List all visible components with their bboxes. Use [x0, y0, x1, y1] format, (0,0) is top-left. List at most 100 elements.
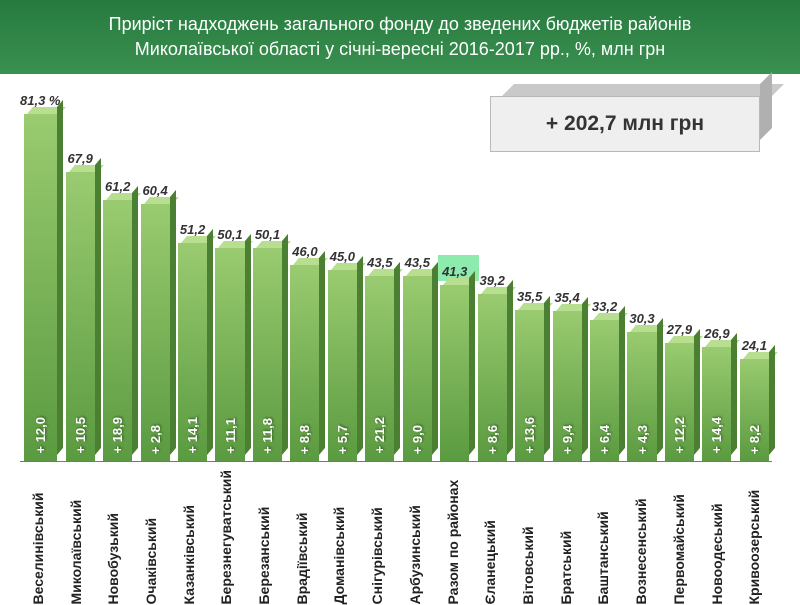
bar-value-label: + 6,4 — [597, 425, 612, 454]
x-label-text: Казанківський — [181, 470, 197, 605]
bar-3d: + 11,8 — [250, 248, 285, 462]
bar-front: + 10,5 — [66, 172, 95, 462]
bar-front: + 6,4 — [590, 320, 619, 462]
bar-front: + 12,2 — [665, 343, 694, 462]
bar-3d: + 14,4 — [699, 347, 734, 462]
x-label: Веселинівський — [20, 464, 56, 605]
title-line-2: Миколаївської області у січні-вересні 20… — [135, 39, 665, 59]
x-label-text: Миколаївський — [68, 470, 84, 605]
x-label-text: Баштанський — [595, 470, 611, 605]
bar-top-label: 60,4 — [142, 183, 167, 198]
bar-3d — [437, 285, 472, 462]
bar-top-label: 61,2 — [105, 179, 130, 194]
bar-front: + 11,1 — [215, 248, 244, 462]
bar-top-label: 27,9 — [667, 322, 692, 337]
bar-3: 60,4+ 2,8 — [137, 84, 172, 462]
x-label-text: Братський — [558, 470, 574, 605]
bar-value-label: + 8,6 — [485, 425, 500, 454]
x-label-text: Новобузький — [105, 470, 121, 605]
bar-value-label: + 13,6 — [522, 417, 537, 454]
x-label-text: Вознесенський — [633, 470, 649, 605]
bar-3d: + 4,3 — [624, 332, 659, 462]
x-label: Вознесенський — [623, 464, 659, 605]
bar-7: 46,0+ 8,8 — [287, 84, 322, 462]
bar-10: 43,5 + 9,0 — [400, 84, 435, 462]
bar-3d: + 12,2 — [662, 343, 697, 462]
bar-1: 67,9 + 10,5 — [62, 84, 97, 462]
bar-front: + 18,9 — [103, 200, 132, 462]
bar-3d: + 13,6 — [512, 310, 547, 462]
x-label: Єланецький — [472, 464, 508, 605]
x-label-text: Врадіївський — [294, 470, 310, 605]
bar-value-label: + 11,1 — [223, 418, 238, 454]
bar-value-label: + 4,3 — [635, 425, 650, 454]
bar-3d: + 21,2 — [362, 276, 397, 462]
bar-front: + 11,8 — [253, 248, 282, 462]
bar-front: + 14,4 — [702, 347, 731, 462]
x-label: Братський — [548, 464, 584, 605]
bar-4: 51,2 + 14,1 — [175, 84, 210, 462]
bar-front: + 13,6 — [515, 310, 544, 462]
bar-19: 24,1 + 8,2 — [737, 84, 772, 462]
bar-top-label: 51,2 — [180, 222, 205, 237]
x-label-text: Березанський — [256, 470, 272, 605]
x-label: Врадіївський — [284, 464, 320, 605]
x-label: Арбузинський — [397, 464, 433, 605]
bar-value-label: + 9,4 — [560, 425, 575, 454]
bar-front: + 8,8 — [290, 265, 319, 462]
bar-3d: + 8,6 — [474, 294, 509, 462]
x-label-text: Єланецький — [482, 470, 498, 605]
bar-value-label: + 8,8 — [297, 425, 312, 454]
x-label: Вітовський — [510, 464, 546, 605]
x-label-text: Березнегуватський — [218, 470, 234, 605]
x-label: Миколаївський — [58, 464, 94, 605]
x-label: Казанківський — [171, 464, 207, 605]
bar-top-label: 33,2 — [592, 299, 617, 314]
bar-0: 81,3 %+ 12,0 — [20, 84, 60, 462]
bars-container: 81,3 %+ 12,0 67,9 + 10,5 61,2 + 18,960,4+ 2,… — [20, 84, 772, 462]
x-label: Новоодеський — [699, 464, 735, 605]
bar-top-label: 45,0 — [330, 249, 355, 264]
bar-8: 45,0+ 5,7 — [325, 84, 360, 462]
bar-front: + 8,6 — [478, 294, 507, 462]
bar-3d: + 14,1 — [175, 243, 210, 462]
bar-value-label: + 21,2 — [372, 417, 387, 454]
x-axis-labels: Веселинівський Миколаївський Новобузький Оч… — [20, 464, 772, 605]
bar-15: 33,2 + 6,4 — [587, 84, 622, 462]
x-label-text: Веселинівський — [30, 470, 46, 605]
baseline — [20, 461, 772, 462]
x-label-text: Очаківський — [143, 470, 159, 605]
bar-top-label: 35,5 — [517, 289, 542, 304]
x-label: Новобузький — [95, 464, 131, 605]
bar-front: + 8,2 — [740, 359, 769, 462]
bar-front: + 12,0 — [24, 114, 57, 462]
bar-value-label: + 14,1 — [185, 417, 200, 454]
x-label: Кривоозерський — [736, 464, 772, 605]
bar-3d: + 9,0 — [400, 276, 435, 462]
x-label-text: Вітовський — [520, 470, 536, 605]
x-label-text: Первомайський — [671, 470, 687, 605]
bar-value-label: + 11,8 — [260, 418, 275, 454]
bar-18: 26,9+ 14,4 — [699, 84, 734, 462]
bar-top-label: 50,1 — [255, 227, 280, 242]
bar-top-label: 35,4 — [554, 290, 579, 305]
bar-2: 61,2 + 18,9 — [100, 84, 135, 462]
x-label: Доманівський — [322, 464, 358, 605]
x-label-text: Арбузинський — [407, 470, 423, 605]
bar-top-label: 43,5 — [405, 255, 430, 270]
total-value: + 202,7 млн грн — [546, 112, 704, 136]
bar-13: 35,5 + 13,6 — [512, 84, 547, 462]
bar-12: 39,2+ 8,6 — [474, 84, 509, 462]
bar-front: + 14,1 — [178, 243, 207, 462]
bar-3d: + 9,4 — [549, 311, 584, 462]
bar-front — [440, 285, 469, 462]
title-line-1: Приріст надходжень загального фонду до з… — [109, 14, 692, 34]
bar-3d: + 18,9 — [100, 200, 135, 462]
bar-3d: + 10,5 — [62, 172, 97, 462]
x-label-text: Разом по районах — [445, 470, 461, 605]
bar-top-label: 67,9 — [68, 151, 93, 166]
x-label-text: Кривоозерський — [746, 470, 762, 605]
bar-3d: + 12,0 — [20, 114, 60, 462]
bar-top-label: 24,1 — [742, 338, 767, 353]
bar-14: 35,4 + 9,4 — [549, 84, 584, 462]
